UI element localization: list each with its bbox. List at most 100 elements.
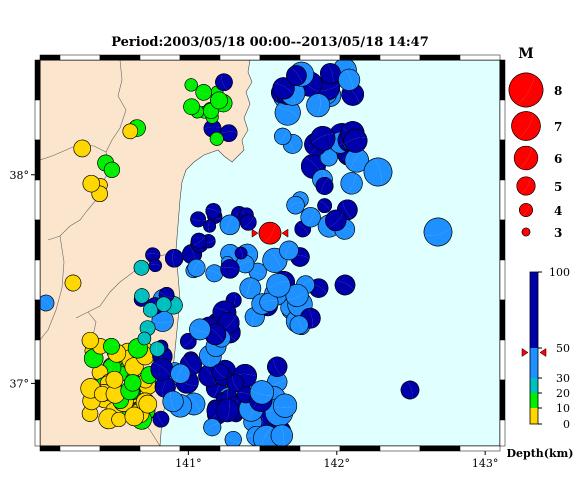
focal-mechanism bbox=[203, 219, 217, 233]
depth-marker-left bbox=[521, 348, 529, 357]
x-tick-label: 142° bbox=[324, 457, 351, 470]
depth-tick-label: 30 bbox=[556, 372, 570, 385]
depth-marker-right bbox=[539, 348, 547, 357]
focal-mechanism bbox=[143, 302, 159, 318]
focal-mechanism bbox=[81, 331, 99, 350]
focal-mechanism bbox=[183, 98, 200, 116]
focal-mechanisms bbox=[40, 60, 453, 446]
depth-color-band bbox=[530, 272, 538, 348]
focal-mechanism bbox=[363, 157, 393, 187]
focal-mechanism bbox=[138, 394, 158, 414]
focal-mechanism bbox=[170, 363, 191, 384]
focal-mechanism bbox=[211, 363, 229, 382]
main-event-marker-left bbox=[251, 228, 259, 238]
focal-mechanism bbox=[273, 393, 298, 418]
focal-mechanism bbox=[195, 84, 212, 101]
depth-color-band bbox=[530, 408, 538, 424]
magnitude-legend-label: 4 bbox=[554, 204, 562, 218]
magnitude-legend-label: 5 bbox=[554, 180, 562, 194]
focal-mechanism bbox=[124, 406, 144, 427]
focal-mechanism bbox=[205, 203, 222, 219]
focal-mechanism bbox=[133, 259, 150, 276]
focal-mechanism bbox=[234, 246, 248, 260]
focal-mechanism bbox=[103, 338, 120, 355]
focal-mechanism bbox=[134, 288, 150, 304]
focal-mechanism bbox=[319, 63, 341, 84]
focal-mechanism bbox=[205, 264, 224, 283]
map-area bbox=[40, 60, 500, 446]
focal-mechanism bbox=[270, 424, 293, 446]
focal-mechanism bbox=[289, 315, 309, 335]
focal-mechanism bbox=[274, 99, 301, 126]
focal-mechanism bbox=[286, 65, 307, 86]
map-title: Period:2003/05/18 00:00--2013/05/18 14:4… bbox=[111, 35, 429, 50]
focal-mechanism bbox=[266, 273, 291, 298]
magnitude-legend: 8 7 6 5 4 3 bbox=[508, 72, 562, 240]
depth-color-band bbox=[530, 348, 538, 378]
focal-mechanism bbox=[111, 411, 127, 428]
y-tick-label: 37° bbox=[10, 377, 30, 390]
focal-mechanism bbox=[272, 77, 295, 100]
magnitude-legend-title: M bbox=[518, 46, 534, 62]
focal-mechanism bbox=[340, 172, 363, 195]
focal-mechanism bbox=[184, 78, 198, 92]
focal-mechanism bbox=[150, 357, 174, 381]
focal-mechanism bbox=[274, 127, 292, 146]
focal-mechanism bbox=[325, 209, 347, 232]
focal-mechanism bbox=[148, 258, 162, 273]
focal-mechanism bbox=[210, 91, 228, 110]
focal-mechanism bbox=[82, 174, 100, 193]
focal-mechanism bbox=[279, 240, 299, 261]
depth-tick-label: 20 bbox=[556, 387, 570, 400]
y-tick-label: 38° bbox=[10, 169, 30, 182]
magnitude-legend-symbol bbox=[508, 72, 544, 108]
depth-color-band bbox=[530, 393, 538, 408]
focal-mechanism bbox=[267, 356, 288, 377]
depth-tick-label: 10 bbox=[556, 402, 570, 415]
focal-mechanism bbox=[310, 126, 336, 151]
focal-mechanism bbox=[64, 274, 82, 292]
depth-color-band bbox=[530, 378, 538, 393]
focal-mechanism bbox=[164, 249, 184, 268]
focal-mechanism bbox=[152, 410, 170, 428]
focal-mechanism bbox=[262, 247, 288, 273]
depth-tick-label: 0 bbox=[563, 418, 570, 431]
focal-mechanism bbox=[285, 283, 309, 307]
x-tick-label: 143° bbox=[472, 457, 499, 470]
focal-mechanism bbox=[180, 333, 197, 350]
magnitude-legend-symbol bbox=[516, 176, 536, 196]
focal-mechanism bbox=[306, 93, 331, 118]
depth-tick-label: 100 bbox=[549, 266, 570, 279]
axis-ticks: 141° 142° 143° 37° 38° bbox=[10, 169, 499, 470]
focal-mechanism bbox=[343, 128, 368, 153]
map-frame bbox=[34, 54, 506, 452]
focal-mechanism bbox=[73, 139, 91, 158]
focal-mechanism bbox=[149, 341, 166, 357]
focal-mechanism bbox=[105, 370, 124, 389]
focal-mechanism bbox=[162, 390, 184, 413]
focal-mechanism bbox=[209, 131, 224, 146]
focal-mechanism bbox=[239, 213, 257, 231]
focal-mechanism bbox=[259, 292, 279, 312]
focal-mechanism bbox=[137, 331, 152, 346]
focal-mechanism bbox=[220, 259, 240, 279]
focal-mechanism bbox=[215, 73, 233, 92]
focal-mechanism bbox=[103, 161, 121, 178]
magnitude-legend-label: 3 bbox=[554, 226, 562, 240]
x-tick-label: 141° bbox=[175, 457, 202, 470]
focal-mechanism bbox=[249, 380, 274, 405]
focal-mechanism bbox=[219, 214, 241, 236]
magnitude-legend-label: 7 bbox=[554, 120, 562, 134]
focal-mechanism bbox=[219, 124, 238, 142]
focal-mechanism bbox=[315, 177, 334, 195]
magnitude-legend-symbol bbox=[519, 203, 533, 217]
main-event-mechanism bbox=[258, 221, 282, 245]
focal-mechanism bbox=[300, 207, 321, 228]
focal-mechanism bbox=[190, 211, 207, 228]
focal-mechanism bbox=[344, 148, 369, 173]
focal-mechanism bbox=[224, 431, 242, 446]
main-event-marker-right bbox=[281, 228, 289, 238]
focal-mechanism bbox=[286, 196, 305, 215]
